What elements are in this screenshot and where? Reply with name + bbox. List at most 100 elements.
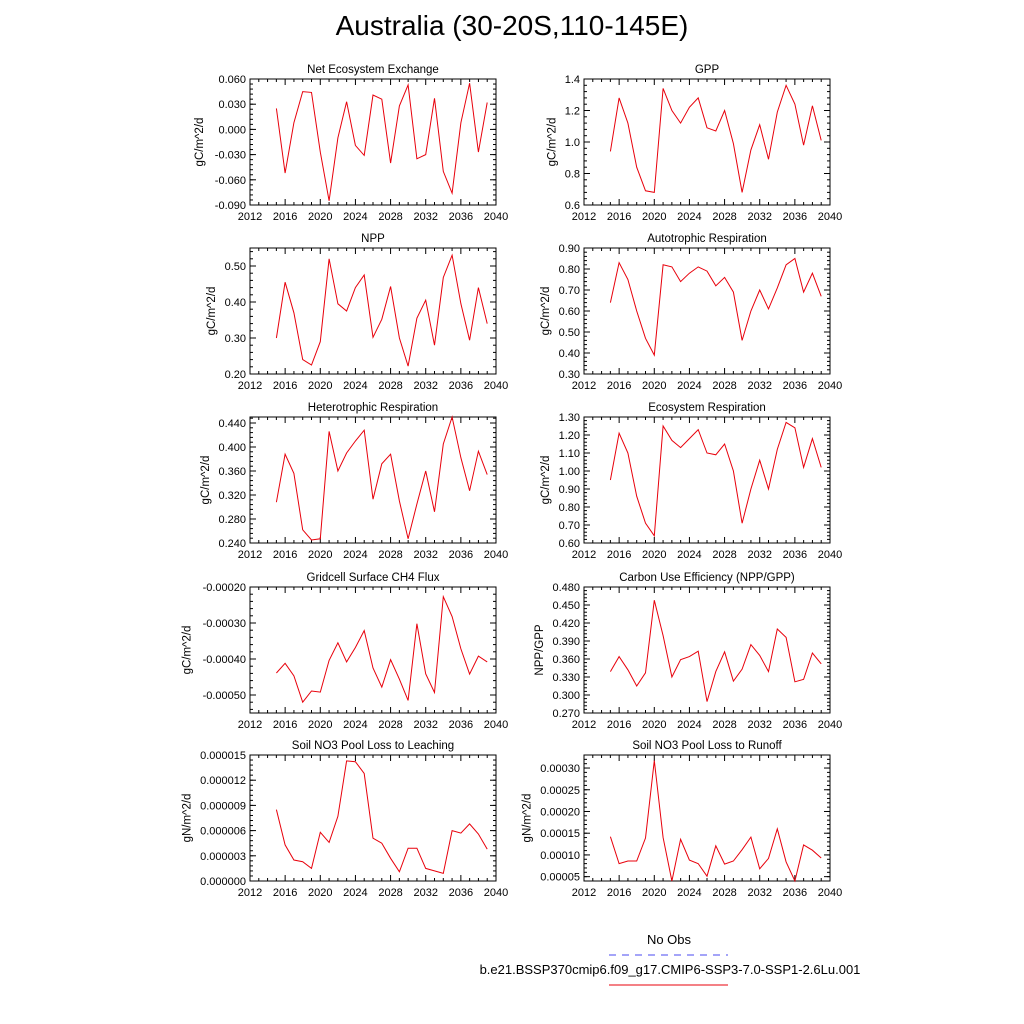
legend-obs-label: No Obs	[646, 932, 692, 947]
x-tick-label: 2020	[642, 549, 666, 561]
x-tick-label: 2012	[572, 380, 596, 392]
x-tick-label: 2036	[449, 380, 473, 392]
y-tick-label: 0.00010	[540, 850, 580, 862]
x-tick-label: 2024	[677, 380, 701, 392]
legend-model-label: b.e21.BSSP370cmip6.f09_g17.CMIP6-SSP3-7.…	[479, 962, 861, 977]
x-tick-label: 2012	[238, 887, 262, 899]
x-tick-label: 2032	[413, 549, 437, 561]
panel-title: Soil NO3 Pool Loss to Leaching	[292, 740, 454, 752]
y-tick-label: 0.70	[559, 520, 580, 532]
x-tick-label: 2012	[238, 549, 262, 561]
y-tick-label: 0.00020	[540, 806, 580, 818]
panel-4: Autotrophic Respiration 2012 2016 2020 2024 2…	[540, 233, 842, 392]
x-tick-label: 2012	[572, 549, 596, 561]
y-tick-label: -0.030	[215, 150, 246, 162]
y-axis-label: gC/m^2/d	[546, 118, 558, 167]
x-tick-label: 2016	[607, 719, 631, 731]
x-tick-label: 2016	[273, 887, 297, 899]
plot-frame	[249, 416, 497, 544]
y-tick-label: 0.060	[218, 74, 246, 86]
x-tick-label: 2012	[572, 211, 596, 223]
x-tick-label: 2040	[818, 719, 842, 731]
y-tick-label: -0.00040	[203, 654, 246, 666]
x-tick-label: 2028	[378, 719, 402, 731]
panel-title: Gridcell Surface CH4 Flux	[307, 572, 440, 584]
x-tick-label: 2028	[712, 719, 736, 731]
y-tick-label: 0.90	[559, 484, 580, 496]
y-tick-label: 0.60	[559, 306, 580, 318]
plot-frame	[583, 416, 831, 544]
y-tick-label: 0.8	[565, 169, 580, 181]
x-tick-label: 2036	[449, 719, 473, 731]
y-tick-label: 0.00025	[540, 785, 580, 797]
x-tick-label: 2040	[818, 887, 842, 899]
x-tick-label: 2028	[712, 549, 736, 561]
y-tick-label: 0.30	[559, 369, 580, 381]
y-tick-label: 1.10	[559, 448, 580, 460]
panel-title: Carbon Use Efficiency (NPP/GPP)	[619, 572, 795, 584]
x-tick-label: 2032	[413, 719, 437, 731]
series-line	[275, 82, 488, 201]
x-tick-label: 2024	[343, 887, 367, 899]
x-tick-label: 2020	[308, 887, 332, 899]
x-tick-label: 2028	[378, 887, 402, 899]
panel-title: Soil NO3 Pool Loss to Runoff	[632, 740, 782, 752]
x-tick-label: 2020	[308, 380, 332, 392]
series-line	[609, 760, 822, 883]
x-tick-label: 2020	[642, 719, 666, 731]
x-tick-label: 2036	[449, 549, 473, 561]
plot-frame	[249, 754, 497, 882]
panel-title: Ecosystem Respiration	[648, 402, 766, 414]
x-tick-label: 2032	[747, 887, 771, 899]
y-tick-label: 1.2	[565, 106, 580, 118]
y-axis-label: gC/m^2/d	[200, 456, 212, 505]
x-tick-label: 2016	[607, 211, 631, 223]
y-tick-label: -0.090	[215, 200, 246, 212]
x-tick-label: 2028	[378, 380, 402, 392]
panel-9: Soil NO3 Pool Loss to Leaching 2012 2016 20…	[181, 740, 508, 899]
x-tick-label: 2024	[677, 887, 701, 899]
y-tick-label: 0.00030	[540, 763, 580, 775]
panel-8: Carbon Use Efficiency (NPP/GPP) 2012 2016 2…	[534, 572, 842, 731]
y-tick-label: 0.40	[559, 348, 580, 360]
x-tick-label: 2032	[747, 380, 771, 392]
y-tick-label: 0.270	[552, 708, 580, 720]
series-line	[609, 83, 822, 193]
plot-frame	[583, 586, 831, 714]
y-axis-label: gN/m^2/d	[181, 794, 193, 843]
x-tick-label: 2024	[677, 549, 701, 561]
x-tick-label: 2024	[343, 211, 367, 223]
y-axis-label: gC/m^2/d	[181, 626, 193, 675]
panel-title: NPP	[361, 233, 385, 245]
y-tick-label: 0.000012	[200, 775, 246, 787]
panel-1: Net Ecosystem Exchange 2012 2016 2020 2024 20…	[194, 64, 508, 223]
x-tick-label: 2020	[308, 211, 332, 223]
y-tick-label: 0.320	[218, 490, 246, 502]
y-tick-label: 0.30	[225, 333, 246, 345]
x-tick-label: 2012	[238, 380, 262, 392]
figure-title: Australia (30-20S,110-145E)	[335, 10, 689, 41]
y-tick-label: 0.360	[552, 654, 580, 666]
x-tick-label: 2032	[413, 887, 437, 899]
y-tick-label: 0.280	[218, 514, 246, 526]
y-tick-label: 0.390	[552, 636, 580, 648]
x-tick-label: 2036	[783, 380, 807, 392]
x-tick-label: 2024	[343, 549, 367, 561]
y-tick-label: 0.50	[225, 261, 246, 273]
x-tick-label: 2012	[572, 719, 596, 731]
panel-2: GPP 2012 2016 2020 2024 2028 2032 2036 2040 0.6 0.…	[546, 64, 842, 223]
x-tick-label: 2036	[449, 887, 473, 899]
x-tick-label: 2020	[308, 549, 332, 561]
x-tick-label: 2020	[642, 211, 666, 223]
x-tick-label: 2020	[642, 380, 666, 392]
y-tick-label: 1.00	[559, 466, 580, 478]
y-tick-label: 0.40	[225, 297, 246, 309]
y-tick-label: -0.00020	[203, 582, 246, 594]
x-tick-label: 2032	[413, 380, 437, 392]
series-line	[276, 594, 488, 704]
y-tick-label: 0.50	[559, 327, 580, 339]
y-tick-label: 0.80	[559, 264, 580, 276]
y-axis-label: gC/m^2/d	[540, 456, 552, 505]
x-tick-label: 2032	[747, 719, 771, 731]
